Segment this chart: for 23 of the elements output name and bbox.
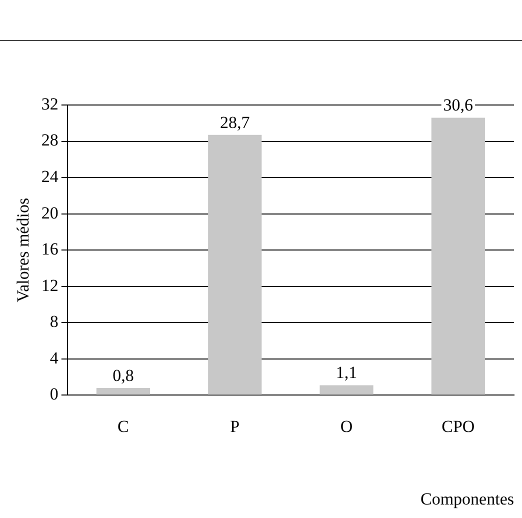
y-tick-label: 12: [41, 276, 58, 295]
y-tick-label: 0: [50, 384, 58, 404]
y-tick-label: 16: [41, 240, 58, 259]
y-tick-label: 24: [41, 167, 59, 186]
y-tick-label: 32: [41, 94, 58, 114]
x-tick-label: C: [118, 416, 129, 436]
bar: [431, 118, 485, 395]
y-tick-label: 20: [41, 203, 58, 222]
y-axis-title: Valores médios: [14, 198, 33, 302]
data-label: 30,6: [443, 96, 474, 115]
x-tick-label: CPO: [442, 416, 475, 436]
bar: [208, 134, 262, 395]
bar: [96, 388, 150, 395]
bar: [320, 385, 374, 395]
data-label: 0,8: [112, 366, 134, 385]
y-tick-label: 8: [50, 312, 58, 332]
data-label: 1,1: [336, 363, 358, 382]
x-tick-label: O: [340, 416, 353, 436]
data-label: 28,7: [220, 112, 250, 132]
y-tick-label: 28: [41, 130, 58, 150]
x-tick-label: P: [230, 416, 240, 436]
x-axis-title: Componentes: [420, 489, 514, 508]
y-tick-label: 4: [50, 348, 59, 368]
